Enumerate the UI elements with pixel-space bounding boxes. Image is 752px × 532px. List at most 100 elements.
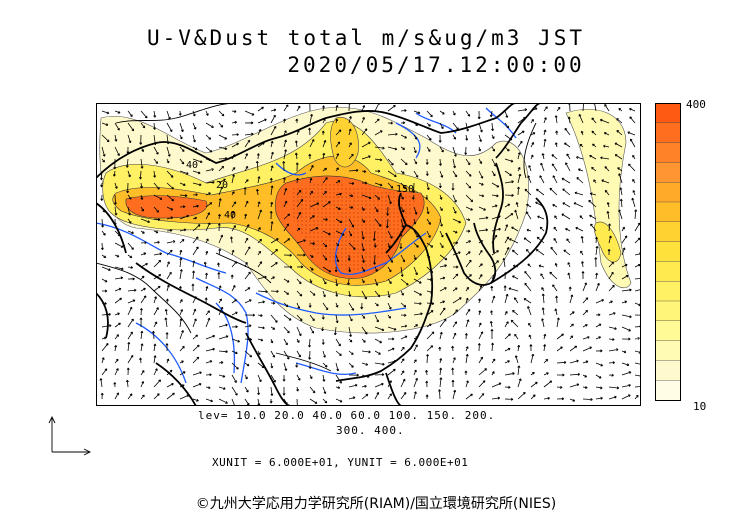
legend-color-box — [655, 142, 681, 164]
wind-arrow — [294, 152, 298, 160]
wind-arrow — [335, 206, 341, 210]
wind-arrow — [426, 230, 431, 238]
wind-arrow — [504, 213, 514, 220]
wind-arrow — [374, 158, 383, 162]
wind-arrow — [335, 302, 339, 308]
wind-arrow — [257, 350, 261, 356]
wind-arrow — [334, 266, 338, 273]
wind-arrow — [400, 358, 405, 364]
wind-arrow — [523, 237, 532, 244]
contour-levels-line2: 300. 400. — [336, 424, 405, 437]
wind-arrow — [296, 198, 304, 208]
wind-arrow — [178, 110, 182, 116]
wind-arrow — [114, 297, 122, 304]
wind-arrow — [257, 201, 261, 208]
wind-arrow — [413, 110, 421, 114]
wind-vectors — [99, 103, 641, 406]
wind-arrow — [412, 182, 416, 193]
wind-arrow — [526, 249, 532, 256]
wind-arrow — [127, 242, 134, 250]
borders — [96, 103, 537, 372]
wind-arrow — [139, 134, 143, 145]
wind-arrow — [309, 113, 313, 124]
wind-arrow — [100, 392, 104, 400]
wind-arrow — [231, 201, 237, 208]
wind-arrow — [387, 158, 394, 166]
wind-arrow — [309, 165, 314, 172]
wind-arrow — [569, 335, 574, 340]
wind-arrow — [631, 197, 636, 208]
wind-arrow — [374, 278, 379, 286]
wind-arrow — [140, 287, 146, 292]
wind-arrow — [283, 104, 289, 112]
wind-arrow — [166, 240, 176, 244]
wind-arrow — [543, 380, 553, 388]
wind-arrow — [374, 382, 384, 388]
wind-arrow — [608, 395, 617, 400]
wind-arrow — [491, 227, 501, 232]
wind-arrow — [439, 287, 447, 292]
wind-arrow — [562, 202, 571, 208]
wind-arrow — [511, 226, 519, 232]
wind-arrow — [413, 122, 419, 126]
wind-arrow — [387, 314, 391, 319]
wind-arrow — [153, 182, 160, 190]
wind-arrow — [101, 336, 107, 340]
wind-arrow — [387, 266, 392, 273]
wind-arrow — [283, 213, 291, 220]
wind-arrow — [426, 310, 434, 316]
wind-arrow — [335, 242, 340, 247]
wind-arrow — [231, 325, 238, 329]
wind-arrow — [400, 335, 408, 340]
wind-arrow — [179, 257, 183, 268]
wind-arrow — [504, 360, 510, 364]
wind-arrow — [566, 238, 571, 244]
wind-arrow — [205, 398, 214, 403]
wind-arrow — [166, 206, 174, 211]
wind-arrow — [361, 278, 365, 284]
wind-arrow — [400, 324, 408, 328]
wind-arrow — [309, 290, 316, 296]
wind-arrow — [595, 362, 604, 367]
wind-arrow — [244, 398, 250, 406]
wind-arrow — [127, 110, 133, 117]
wind-arrow — [270, 262, 278, 268]
dust-map: 40 20 40 150 — [96, 103, 641, 406]
wind-arrow — [452, 206, 457, 214]
wind-arrow — [348, 326, 352, 337]
wind-arrow — [125, 379, 129, 388]
wind-arrow — [556, 346, 563, 352]
wind-arrow — [165, 343, 169, 351]
wind-arrow — [244, 271, 251, 280]
wind-arrow — [608, 386, 620, 390]
wind-arrow — [101, 146, 106, 157]
wind-arrow — [166, 358, 170, 364]
wind-arrow — [127, 288, 137, 292]
wind-arrow — [322, 398, 328, 404]
wind-arrow — [101, 122, 109, 126]
wind-arrow — [413, 170, 419, 178]
wind-arrow — [413, 324, 419, 328]
wind-arrow — [205, 180, 215, 184]
wind-arrow — [348, 194, 354, 198]
wind-arrow — [114, 334, 119, 340]
wind-arrow — [179, 158, 185, 165]
wind-arrow — [257, 290, 268, 294]
wind-arrow — [218, 361, 224, 365]
wind-arrow — [413, 278, 422, 284]
wind-arrow — [164, 317, 168, 328]
wind-arrow — [603, 144, 610, 148]
wind-arrow — [296, 314, 303, 322]
wind-arrow — [452, 134, 456, 140]
wind-arrow — [425, 394, 429, 400]
wind-arrow — [478, 331, 484, 340]
wind-arrow — [374, 290, 381, 298]
wind-arrow — [543, 396, 550, 400]
wind-arrow — [465, 218, 471, 222]
wind-arrow — [465, 240, 472, 244]
wind-arrow — [140, 252, 147, 256]
wind-arrow — [478, 285, 483, 292]
wind-arrow — [101, 218, 105, 228]
wind-arrow — [629, 116, 636, 124]
wind-arrow — [140, 194, 144, 200]
